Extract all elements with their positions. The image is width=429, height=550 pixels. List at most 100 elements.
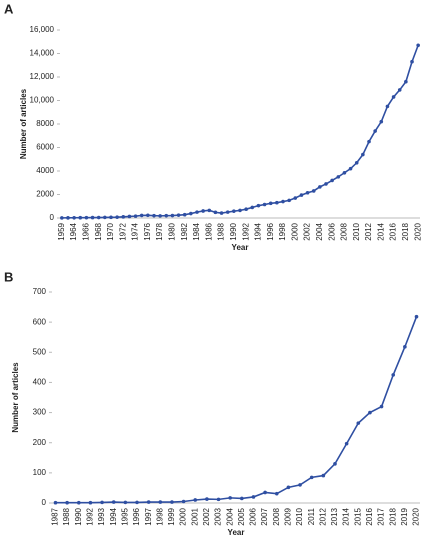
y-tick-label: 600 xyxy=(33,317,47,326)
data-point xyxy=(90,215,95,220)
x-tick-label: 2018 xyxy=(401,222,410,240)
data-point xyxy=(193,498,198,502)
x-tick-label: 1994 xyxy=(109,507,118,525)
y-tick-label: 8000 xyxy=(36,119,54,128)
data-point xyxy=(96,215,101,220)
x-tick-label: 1978 xyxy=(155,222,164,240)
x-tick-label: 2019 xyxy=(400,507,409,525)
data-point xyxy=(268,201,273,206)
data-point xyxy=(111,500,116,504)
data-point xyxy=(324,182,328,186)
x-tick-label: 1992 xyxy=(241,222,250,240)
data-point xyxy=(404,79,408,84)
y-tick-label: 4000 xyxy=(36,166,54,175)
series-line xyxy=(61,44,419,219)
x-tick-label: 2006 xyxy=(249,507,258,525)
x-tick-label: 1995 xyxy=(120,507,129,525)
data-point xyxy=(133,214,138,218)
x-tick-label: 2008 xyxy=(340,222,349,240)
data-point xyxy=(262,202,267,207)
x-tick-label: 2016 xyxy=(365,507,374,525)
data-point xyxy=(275,200,279,205)
data-point xyxy=(189,211,193,216)
data-point xyxy=(287,198,291,203)
y-tick-label: 700 xyxy=(33,287,47,296)
data-point xyxy=(309,475,314,480)
data-point xyxy=(195,210,199,214)
data-point xyxy=(403,345,407,349)
data-point xyxy=(397,88,402,92)
x-tick-label: 2013 xyxy=(330,507,339,525)
x-tick-label: 2016 xyxy=(389,222,398,240)
x-tick-label: 1976 xyxy=(143,222,152,240)
y-tick-label: 500 xyxy=(33,347,47,356)
y-tick-label: 200 xyxy=(33,438,47,447)
data-point xyxy=(146,500,151,504)
data-point xyxy=(391,95,396,99)
x-tick-label: 1972 xyxy=(118,222,127,240)
data-point xyxy=(213,210,218,215)
data-point xyxy=(244,207,248,211)
data-point xyxy=(103,215,107,220)
panel-label: B xyxy=(4,269,13,284)
data-point xyxy=(333,462,337,466)
x-tick-label: 1980 xyxy=(168,222,177,240)
data-point xyxy=(146,213,150,218)
data-point xyxy=(305,190,310,195)
data-point xyxy=(410,59,414,64)
x-tick-label: 2003 xyxy=(214,507,223,525)
data-point xyxy=(238,208,242,213)
x-tick-label: 1988 xyxy=(217,222,226,240)
y-tick-label: 0 xyxy=(42,498,47,507)
x-tick-label: 2018 xyxy=(388,507,397,525)
data-point xyxy=(76,500,81,505)
x-tick-label: 1997 xyxy=(144,507,153,525)
data-point xyxy=(274,491,279,496)
y-tick-label: 14,000 xyxy=(30,49,55,58)
x-tick-label: 1988 xyxy=(62,507,71,525)
x-tick-label: 1968 xyxy=(94,222,103,240)
y-tick-label: 100 xyxy=(33,468,47,477)
y-tick-label: 10,000 xyxy=(30,96,55,105)
x-tick-label: 2012 xyxy=(318,507,327,525)
x-axis-title: Year xyxy=(232,243,249,252)
y-tick-label: 2000 xyxy=(36,190,54,199)
data-point xyxy=(66,216,70,220)
x-tick-label: 2010 xyxy=(352,222,361,240)
data-point xyxy=(336,175,341,179)
y-tick-label: 16,000 xyxy=(30,25,55,34)
x-tick-label: 1998 xyxy=(155,507,164,525)
data-point xyxy=(354,160,359,165)
x-tick-label: 2007 xyxy=(260,507,269,525)
data-point xyxy=(298,483,302,487)
x-tick-label: 2000 xyxy=(290,222,299,240)
data-point xyxy=(228,496,232,500)
data-point xyxy=(219,211,224,215)
data-point xyxy=(170,213,175,218)
x-tick-label: 1999 xyxy=(167,507,176,525)
data-point xyxy=(293,196,298,200)
data-point xyxy=(115,215,119,219)
data-point xyxy=(321,473,326,478)
data-point xyxy=(342,170,347,175)
x-tick-label: 2002 xyxy=(303,222,312,240)
x-tick-label: 1982 xyxy=(180,222,189,240)
data-point xyxy=(139,213,144,218)
data-point xyxy=(205,497,209,501)
x-tick-label: 1986 xyxy=(204,222,213,240)
x-tick-label: 2008 xyxy=(272,507,281,525)
x-tick-label: 1974 xyxy=(131,222,140,240)
data-point xyxy=(78,215,83,220)
data-point xyxy=(250,205,255,210)
data-point xyxy=(181,499,186,504)
y-tick-label: 300 xyxy=(33,408,47,417)
data-point xyxy=(158,214,162,218)
series-line xyxy=(55,316,418,504)
data-point xyxy=(361,152,365,157)
data-point xyxy=(60,216,64,220)
data-point xyxy=(379,404,384,409)
x-axis-title: Year xyxy=(228,528,245,537)
data-point xyxy=(123,500,128,505)
data-point xyxy=(240,496,244,501)
x-tick-label: 1996 xyxy=(266,222,275,240)
